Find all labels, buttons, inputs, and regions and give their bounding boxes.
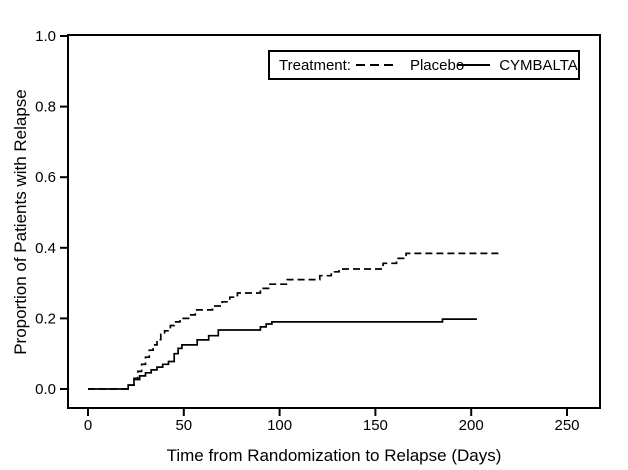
x-tick-label: 100 — [267, 417, 292, 434]
curve-cymbalta — [88, 318, 477, 390]
y-tick-label: 1.0 — [35, 28, 56, 45]
y-tick-label: 0.6 — [35, 169, 56, 186]
legend-title: Treatment: — [279, 56, 351, 74]
legend-item-cymbalta: CYMBALTA — [499, 56, 578, 74]
y-tick-label: 0.4 — [35, 240, 56, 257]
y-tick-label: 0.8 — [35, 99, 56, 116]
cymbalta-solid-line-sample — [458, 64, 491, 66]
y-tick-label: 0.0 — [35, 381, 56, 398]
placebo-dashed-line-sample — [355, 64, 396, 66]
legend-box: Treatment: Placebo CYMBALTA — [268, 50, 580, 80]
legend-item-placebo: Placebo — [409, 56, 465, 74]
curve-placebo — [88, 252, 502, 390]
y-axis-title: Proportion of Patients with Relapse — [11, 89, 30, 355]
x-tick-label: 200 — [459, 417, 484, 434]
x-axis-title: Time from Randomization to Relapse (Days… — [166, 446, 502, 465]
x-tick-label: 0 — [84, 417, 92, 434]
plot-frame — [67, 34, 601, 409]
y-tick-label: 0.2 — [35, 310, 56, 327]
x-tick-label: 250 — [554, 417, 579, 434]
x-tick-label: 150 — [363, 417, 388, 434]
x-tick-label: 50 — [175, 417, 192, 434]
